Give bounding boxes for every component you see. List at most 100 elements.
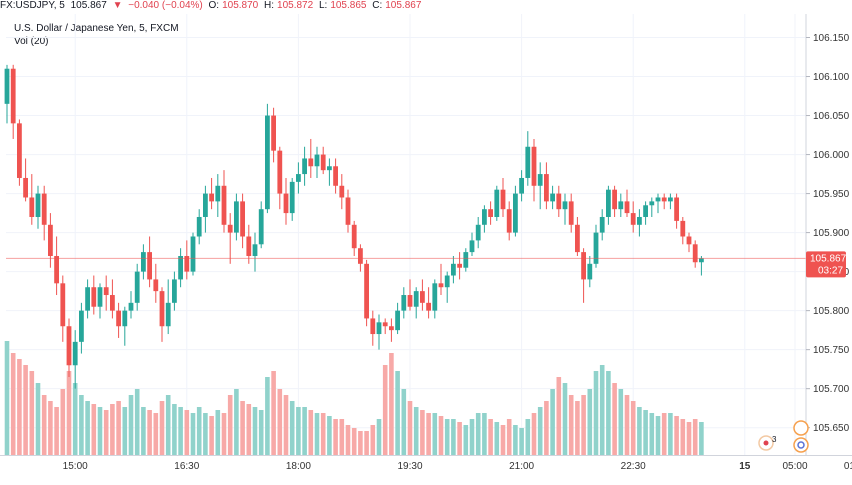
close-value: 105.867 <box>385 0 422 11</box>
candle-body <box>661 197 667 202</box>
volume-bar <box>48 401 53 455</box>
candle-body <box>351 224 357 249</box>
open-value: 105.870 <box>222 0 259 11</box>
candle-body <box>643 205 648 217</box>
candle-body <box>364 263 369 319</box>
time-tick-label: 01:30 <box>844 461 852 472</box>
volume-bar <box>637 407 642 455</box>
volume-bar <box>587 389 593 455</box>
volume-bar <box>147 410 152 455</box>
volume-bar <box>401 389 407 455</box>
volume-bar <box>531 413 537 455</box>
candle-body <box>395 310 400 331</box>
candle-body <box>413 291 419 307</box>
event-markers[interactable]: 3 <box>758 420 809 453</box>
price-tick-label: 105.700 <box>813 384 850 395</box>
volume-bar <box>432 413 438 455</box>
candle-body <box>488 209 493 217</box>
candle-body <box>314 154 320 167</box>
volume-bar <box>302 407 307 455</box>
candle-body <box>333 166 338 186</box>
volume-bar <box>209 416 214 455</box>
volume-bar <box>612 383 617 455</box>
candle-body <box>17 123 22 178</box>
time-tick-label: 15 <box>739 461 751 472</box>
volume-bar <box>575 401 580 455</box>
grid-lines <box>6 14 806 455</box>
volume-bar <box>457 422 462 455</box>
volume-bar <box>41 395 47 455</box>
chart-title: U.S. Dollar / Japanese Yen, 5, FXCM <box>14 23 179 34</box>
volume-bar <box>134 389 140 455</box>
candle-body <box>271 115 276 151</box>
candle-body <box>556 193 562 210</box>
volume-bar <box>128 395 134 455</box>
volume-bar <box>54 407 59 455</box>
volume-bar <box>525 419 531 455</box>
earnings-marker-icon[interactable] <box>793 437 809 453</box>
candle-body <box>184 256 190 272</box>
low-value: 105.865 <box>330 0 367 11</box>
volume-bar <box>661 413 667 455</box>
volume-bar <box>581 395 586 455</box>
candle-body <box>327 166 332 171</box>
volume-bar <box>469 419 475 455</box>
candle-body <box>252 244 258 257</box>
volume-bar <box>339 419 345 455</box>
time-tick-label: 22:30 <box>621 461 646 472</box>
candle-body <box>581 252 586 280</box>
candle-body <box>234 201 239 233</box>
volume-bar <box>4 341 10 455</box>
time-tick-label: 19:30 <box>397 461 422 472</box>
candle-body <box>153 279 159 292</box>
volume-bar <box>606 371 611 455</box>
candle-body <box>128 302 134 311</box>
down-arrow-icon: ▼ <box>112 0 123 11</box>
volume-bar <box>246 404 252 455</box>
volume-bar <box>333 419 338 455</box>
event-marker-count: 3 <box>772 435 777 444</box>
candle-body <box>339 185 345 198</box>
candle-body <box>141 252 146 272</box>
candle-body <box>196 216 202 237</box>
time-tick-label: 15:00 <box>63 461 88 472</box>
candle-body <box>178 256 183 280</box>
price-axis[interactable]: 105.650105.700105.750105.800105.850105.9… <box>806 33 850 434</box>
candle-body <box>432 283 438 311</box>
candle-body <box>469 240 475 253</box>
volume-bar <box>451 419 456 455</box>
volume-bar <box>103 410 109 455</box>
volume-bar <box>314 413 320 455</box>
candle-body <box>221 185 227 225</box>
price-tick-label: 105.750 <box>813 345 850 356</box>
dividend-marker-icon[interactable] <box>793 420 809 436</box>
volume-bar <box>426 413 431 455</box>
symbol-label[interactable]: FX:USDJPY, 5 <box>0 0 65 11</box>
candle-body <box>358 248 363 264</box>
volume-bar <box>277 389 283 455</box>
volume-bar <box>680 419 686 455</box>
volume-bar <box>618 389 624 455</box>
volume-bar <box>35 383 41 455</box>
volume-bar <box>227 395 233 455</box>
volume-bar <box>395 371 400 455</box>
candle-body <box>599 216 605 233</box>
volume-bar <box>184 410 190 455</box>
volume-bar <box>308 410 314 455</box>
volume-bar <box>674 416 679 455</box>
volume-indicator-label[interactable]: Vol (20) <box>14 36 49 47</box>
candle-body <box>426 302 431 311</box>
candle-body <box>407 295 413 307</box>
candle-body <box>29 197 35 217</box>
candle-body <box>258 209 264 245</box>
candle-body <box>630 213 636 225</box>
volume-bar <box>258 410 264 455</box>
volume-bar <box>172 404 177 455</box>
volume-bar <box>382 365 388 455</box>
volume-bar <box>296 407 301 455</box>
time-axis[interactable]: 15:0016:3018:0019:3021:0022:301501:3003:… <box>63 461 852 472</box>
volume-bar <box>351 428 357 455</box>
volume-bar <box>165 395 171 455</box>
volume-bar <box>364 431 369 455</box>
